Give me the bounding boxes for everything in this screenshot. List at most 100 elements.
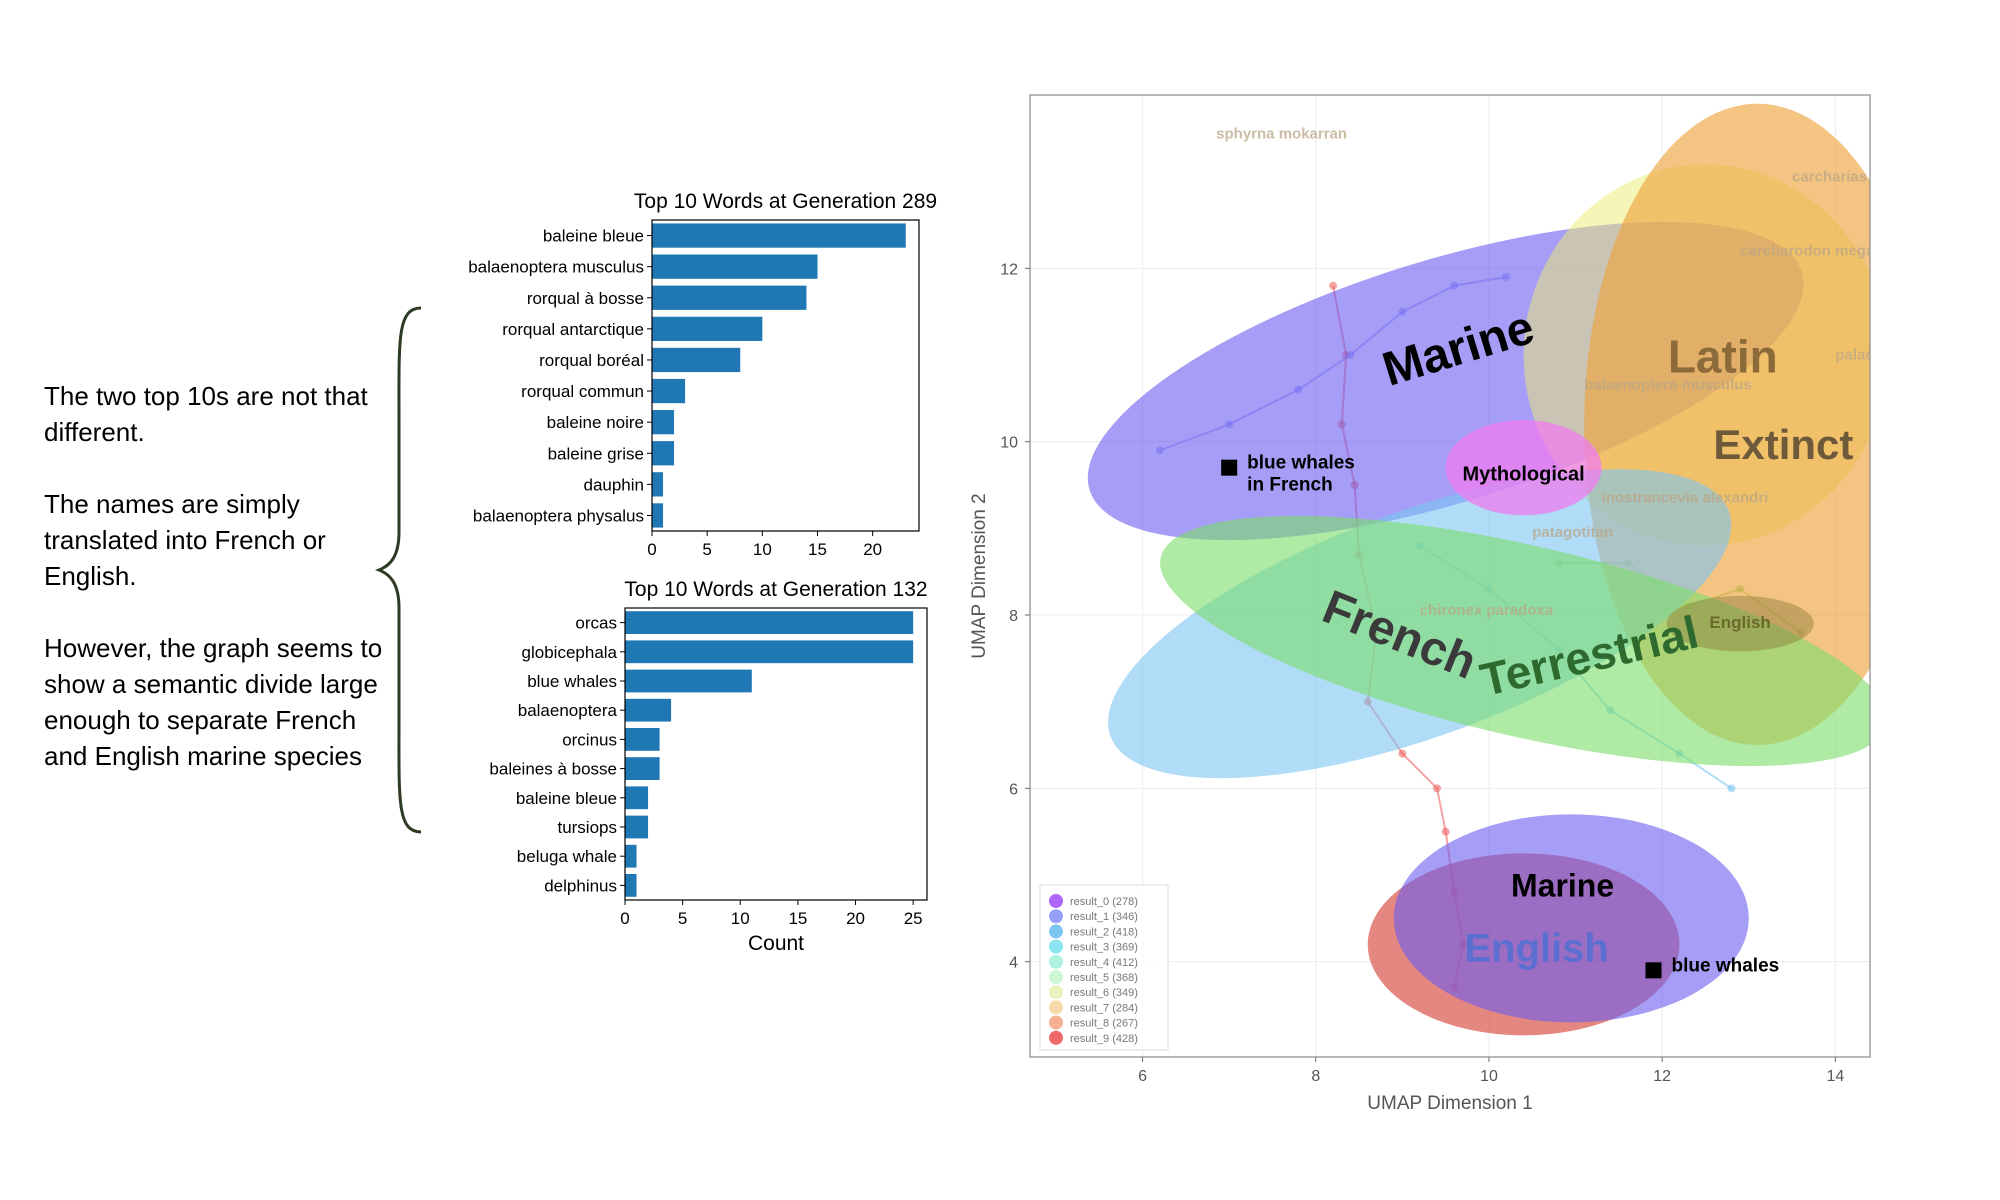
x-tick-label: 6	[1138, 1068, 1147, 1085]
bar	[625, 757, 660, 780]
category-label: rorqual commun	[521, 382, 644, 401]
bar	[652, 503, 664, 528]
x-tick-label: 25	[904, 909, 923, 928]
faint-point-label: carcharodon megalodon	[1740, 242, 1915, 259]
region-ellipse	[1445, 420, 1602, 516]
category-label: balaenoptera musculus	[468, 258, 644, 277]
trajectory-red-point	[1329, 281, 1338, 290]
legend-label: result_1 (346)	[1070, 911, 1138, 923]
legend-label: result_5 (368)	[1070, 972, 1138, 984]
x-tick-label: 20	[846, 909, 865, 928]
legend-label: result_9 (428)	[1070, 1033, 1138, 1045]
bar-chart-title: Top 10 Words at Generation 132	[624, 578, 927, 601]
category-label: baleine bleue	[543, 227, 644, 246]
trajectory-red-point	[1398, 749, 1407, 758]
bar	[652, 316, 763, 341]
category-label: balaenoptera physalus	[473, 506, 644, 525]
region-ellipse	[1393, 814, 1749, 1023]
region-label: Marine	[1511, 868, 1614, 904]
bar	[652, 254, 818, 279]
annotation-paragraph-3: However, the graph seems to show a seman…	[44, 633, 383, 771]
category-label: baleines à bosse	[489, 760, 617, 779]
x-axis-label: UMAP Dimension 1	[1367, 1093, 1532, 1114]
category-label: beluga whale	[517, 847, 617, 866]
x-tick-label: 14	[1826, 1068, 1844, 1085]
bar	[652, 472, 664, 497]
annotation-paragraph-2: The names are simply translated into Fre…	[44, 489, 326, 591]
marker-label: blue whales	[1672, 955, 1780, 976]
legend-label: result_3 (369)	[1070, 942, 1138, 954]
bar	[625, 669, 752, 693]
x-tick-label: 15	[788, 909, 807, 928]
bar	[652, 285, 807, 310]
plot-frame	[651, 219, 920, 532]
legend-label: result_2 (418)	[1070, 926, 1138, 938]
category-label: rorqual à bosse	[527, 289, 644, 308]
x-tick-label: 0	[620, 909, 629, 928]
plot-frame	[624, 607, 928, 901]
bar	[625, 611, 914, 634]
region-label: English	[1464, 927, 1608, 971]
bar	[652, 223, 906, 248]
legend-swatch	[1049, 970, 1063, 984]
bar	[625, 640, 914, 664]
category-label: blue whales	[527, 672, 617, 691]
x-tick-label: 10	[1480, 1068, 1498, 1085]
y-tick-label: 4	[1009, 955, 1018, 972]
category-label: rorqual boréal	[539, 351, 644, 370]
x-tick-label: 10	[753, 540, 772, 559]
category-label: delphinus	[544, 876, 617, 895]
bar	[652, 410, 675, 435]
category-label: globicephala	[522, 643, 618, 662]
y-tick-label: 6	[1009, 781, 1018, 798]
legend-swatch	[1049, 939, 1063, 954]
curly-brace	[375, 306, 422, 834]
region-label: English	[1709, 613, 1770, 632]
x-tick-label: 10	[731, 909, 750, 928]
legend-swatch	[1049, 1000, 1063, 1015]
legend-swatch	[1049, 954, 1063, 969]
legend-label: result_4 (412)	[1070, 957, 1138, 969]
legend-swatch	[1049, 985, 1063, 1000]
bar	[625, 815, 649, 839]
legend-swatch	[1049, 909, 1063, 924]
x-tick-label: 12	[1653, 1068, 1671, 1085]
x-tick-label: 8	[1311, 1068, 1320, 1085]
annotation-text: The two top 10s are not that different. …	[44, 378, 389, 810]
bar-chart-title: Top 10 Words at Generation 289	[634, 190, 937, 213]
marker-label: in French	[1247, 475, 1333, 496]
plot-area: sphyrna mokarran carcharias carcharodon me…	[1087, 103, 1915, 1036]
legend-swatch	[1049, 894, 1063, 908]
annotation-paragraph-1: The two top 10s are not that different.	[44, 381, 368, 447]
legend-label: result_0 (278)	[1070, 896, 1138, 908]
region-label: Latin	[1668, 330, 1778, 382]
trajectory-red-point	[1441, 827, 1450, 836]
y-tick-label: 10	[1000, 435, 1018, 452]
trajectory-red-point	[1433, 784, 1442, 793]
x-tick-label: 5	[702, 540, 711, 559]
legend-label: result_7 (284)	[1070, 1002, 1138, 1014]
y-tick-label: 8	[1009, 608, 1018, 625]
legend-label: result_6 (349)	[1070, 987, 1138, 999]
bar	[652, 378, 686, 404]
faint-point-label: chironex paradoxa	[1420, 602, 1554, 619]
bar	[625, 874, 637, 897]
marker-label: blue whales	[1247, 453, 1355, 474]
region-label: Mythological	[1462, 464, 1584, 486]
x-axis-label: Count	[748, 932, 804, 955]
x-tick-label: 5	[678, 909, 687, 928]
category-label: baleine bleue	[516, 789, 617, 808]
legend-swatch	[1049, 1015, 1063, 1030]
umap-scatter-plot: 6 8 10 12 14 4 6 8 10 12 sphyrna mokarran carcharia…	[969, 94, 1915, 1114]
bar	[625, 698, 672, 722]
x-tick-label: 15	[808, 540, 827, 559]
x-tick-label: 0	[647, 540, 656, 559]
curly-brace-path	[375, 306, 422, 834]
category-label: baleine grise	[548, 444, 644, 463]
faint-point-label: patagotitan	[1532, 524, 1613, 541]
y-tick-label: 12	[1000, 261, 1018, 278]
faint-point-label: balaenoptera musculus	[1584, 377, 1752, 394]
category-label: rorqual antarctique	[502, 320, 644, 339]
marker-square	[1221, 459, 1238, 476]
category-label: orcinus	[562, 730, 617, 749]
